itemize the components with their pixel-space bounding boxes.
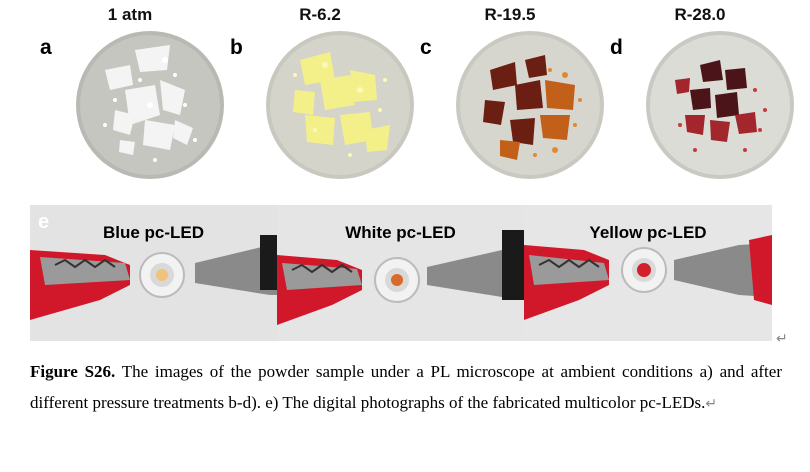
sample-a: 1 atm a [40, 0, 224, 195]
led-photo-graphic [30, 205, 277, 341]
sample-condition-label: R-6.2 [299, 5, 341, 24]
microscope-panel: 1 atm a R-6.2 b [0, 0, 810, 195]
sample-condition-label: 1 atm [107, 5, 153, 24]
paragraph-mark-icon: ↵ [776, 330, 788, 346]
led-photo-yellow: Yellow pc-LED [524, 205, 772, 341]
led-label-yellow: Yellow pc-LED [589, 223, 707, 242]
sample-condition-label: R-19.5 [484, 5, 536, 24]
caption-text: The images of the powder sample under a … [30, 362, 782, 412]
led-photo-panel: e Blue pc-LED White pc-LED [30, 205, 772, 341]
sample-condition-label: R-28.0 [674, 5, 726, 24]
powder-image-b [266, 31, 414, 179]
panel-letter: e [38, 211, 50, 233]
panel-letter: b [230, 36, 243, 59]
powder-image-c [456, 31, 604, 179]
figure-label: Figure S26. [30, 362, 116, 381]
panel-letter: a [40, 36, 52, 59]
sample-b: R-6.2 b [230, 0, 414, 195]
figure-caption: Figure S26. The images of the powder sam… [30, 356, 782, 420]
panel-letter: d [610, 36, 623, 59]
powder-image-d [646, 31, 794, 179]
led-photo-white: White pc-LED [277, 205, 524, 341]
powder-image-a [76, 31, 224, 179]
led-photo-graphic [277, 205, 524, 341]
sample-c: R-19.5 c [420, 0, 604, 195]
sample-d: R-28.0 d [610, 0, 794, 195]
paragraph-mark-icon: ↵ [705, 397, 718, 412]
panel-letter: c [420, 36, 432, 59]
led-label-white: White pc-LED [345, 223, 456, 242]
led-label-blue: Blue pc-LED [102, 223, 205, 242]
led-photo-graphic [524, 205, 772, 341]
led-photo-blue: e Blue pc-LED [30, 205, 277, 341]
